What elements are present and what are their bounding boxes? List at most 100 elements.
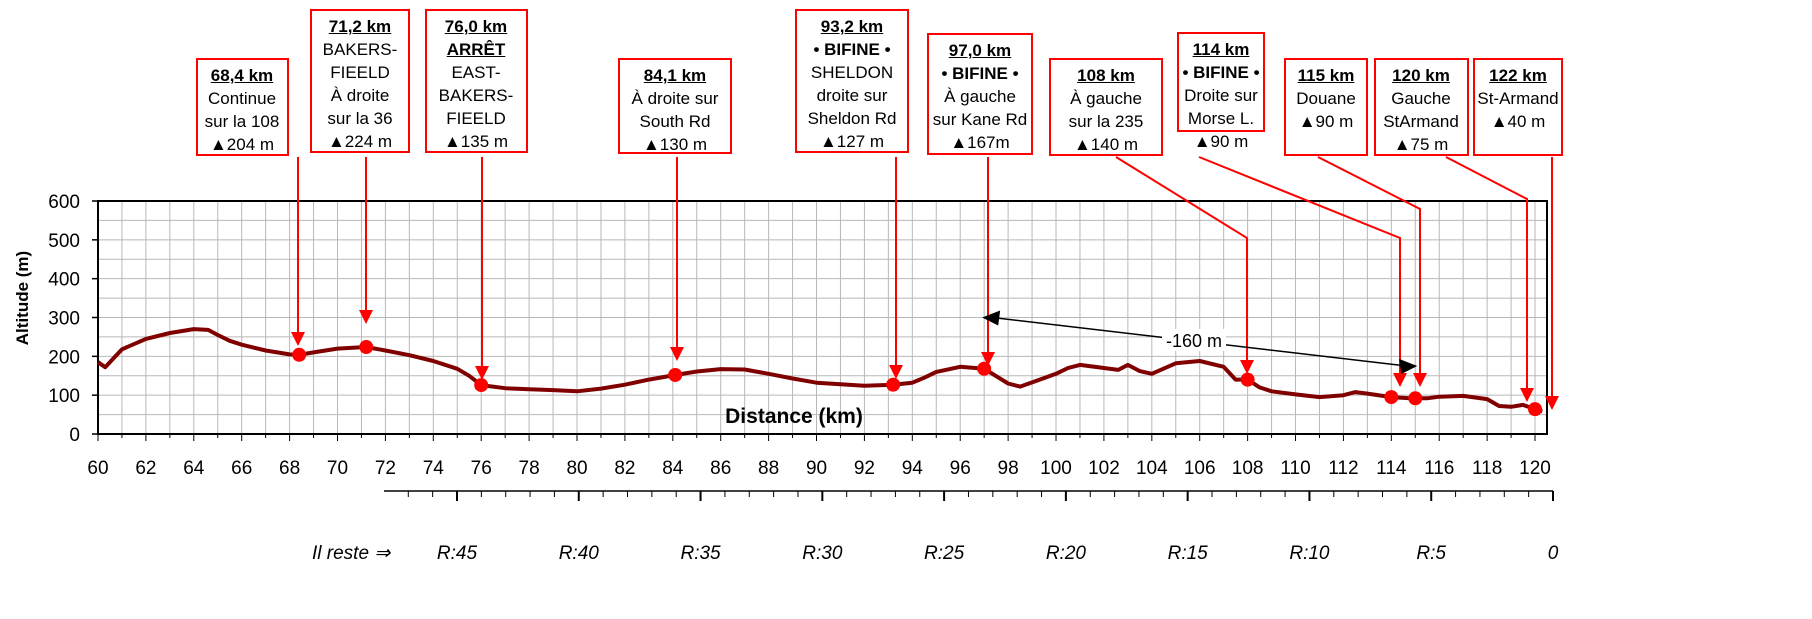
- x-axis-label: Distance (km): [725, 405, 863, 428]
- x-tick-label: 116: [1424, 458, 1454, 479]
- waypoint-marker: [1528, 402, 1543, 417]
- callout-leader-line: [1445, 156, 1528, 398]
- callout-bold-line: • BIFINE •: [813, 40, 891, 59]
- y-tick-label: 0: [69, 425, 80, 446]
- callout-line: EAST-: [451, 63, 501, 82]
- callout-box: 120 km Gauche StArmand ▲75 m: [1373, 58, 1469, 156]
- x-tick-label: 78: [519, 458, 540, 479]
- x-tick-label: 60: [87, 458, 108, 479]
- x-tick-label: 100: [1040, 458, 1072, 479]
- callout-bold-line: • BIFINE •: [941, 64, 1019, 83]
- x-tick-label: 102: [1088, 458, 1120, 479]
- x-tick-label: 80: [566, 458, 587, 479]
- altitude-profile-line: [96, 327, 1543, 414]
- callout-line: Droite sur: [1184, 86, 1258, 105]
- callout-line: BAKERS-: [438, 86, 514, 105]
- remaining-tick-label: R:30: [802, 543, 843, 564]
- x-tick-label: 112: [1328, 458, 1358, 479]
- leader-arrowhead: [981, 352, 995, 366]
- remaining-tick-label: R:15: [1168, 543, 1209, 564]
- remaining-tick-label: R:40: [559, 543, 600, 564]
- leader-arrowhead: [670, 347, 684, 361]
- callout-line: sur la 108: [204, 112, 280, 131]
- callout-line: StArmand: [1383, 112, 1459, 131]
- annotation-arrowhead-left: [982, 310, 1001, 326]
- callout-distance: 108 km: [1077, 66, 1135, 85]
- callout-box: 84,1 km À droite sur South Rd ▲130 m: [618, 58, 732, 154]
- callout-altitude: ▲167m: [950, 133, 1010, 152]
- callout-distance: 115 km: [1297, 66, 1355, 85]
- waypoint-marker: [886, 377, 901, 392]
- y-tick-label: 600: [48, 192, 80, 213]
- y-axis-label: Altitude (m): [13, 251, 32, 345]
- callout-line: South Rd: [639, 112, 711, 131]
- leader-arrowhead: [889, 365, 903, 379]
- leader-arrowhead: [359, 310, 373, 324]
- remaining-tick-label: R:35: [680, 543, 721, 564]
- x-tick-label: 98: [998, 458, 1019, 479]
- leader-arrowhead: [291, 332, 305, 346]
- x-tick-label: 72: [375, 458, 396, 479]
- callout-line: sur Kane Rd: [932, 110, 1028, 129]
- callout-box: 76,0 km ARRÊT EAST- BAKERS- FIEELD ▲135 m: [424, 9, 528, 153]
- x-tick-label: 92: [854, 458, 875, 479]
- annotation-label-background: [1162, 329, 1226, 351]
- callout-altitude: ▲224 m: [327, 132, 393, 151]
- waypoint-marker: [359, 340, 374, 355]
- callout-distance: 122 km: [1489, 66, 1547, 85]
- callout-altitude: ▲40 m: [1490, 112, 1546, 131]
- callout-box: 108 km À gauche sur la 235 ▲140 m: [1049, 58, 1163, 156]
- x-axis-ticks: 60 62 64 66 68 70 72 74 76 78 80 82 84 86 88 90 92 94 96 98…: [87, 434, 1551, 479]
- x-tick-label: 66: [231, 458, 252, 479]
- x-tick-label: 88: [758, 458, 779, 479]
- remaining-tick-label: R:10: [1289, 543, 1330, 564]
- callout-line: Continue: [207, 89, 277, 108]
- callout-box: 114 km • BIFINE • Droite sur Morse L. ▲90 m: [1177, 32, 1265, 151]
- x-tick-label: 84: [662, 458, 684, 479]
- x-tick-label: 118: [1472, 458, 1502, 479]
- callout-line: À droite: [330, 86, 390, 105]
- x-tick-label: 96: [950, 458, 971, 479]
- leader-arrowhead: [1520, 388, 1534, 402]
- callout-distance: 68,4 km: [210, 66, 274, 85]
- remaining-distance-axis: Il reste ⇒ R:45 R:40 R:35 R:30 R:25 R:20 R:15 R:…: [312, 490, 1559, 564]
- x-tick-label: 68: [279, 458, 300, 479]
- difference-annotation: -160 m: [982, 310, 1418, 375]
- x-tick-label: 62: [135, 458, 156, 479]
- callout-leader-line: [1198, 156, 1401, 383]
- callout-line: Douane: [1296, 89, 1356, 108]
- callout-line: À gauche: [1070, 89, 1142, 108]
- callout-box: 93,2 km • BIFINE • SHELDON droite sur Sheldo…: [795, 9, 909, 153]
- y-tick-label: 200: [48, 347, 80, 368]
- x-tick-label: 70: [327, 458, 348, 479]
- annotation-label: -160 m: [1166, 331, 1222, 351]
- callout-altitude: ▲130 m: [642, 135, 708, 154]
- waypoint-marker: [1240, 372, 1255, 387]
- waypoint-marker: [1384, 390, 1399, 405]
- callout-line: À gauche: [944, 87, 1016, 106]
- x-tick-label: 74: [423, 458, 445, 479]
- leader-arrowhead: [475, 366, 489, 380]
- callout-altitude: ▲204 m: [209, 135, 275, 154]
- callout-distance: 114 km: [1192, 40, 1250, 59]
- callout-leader-lines: [291, 156, 1559, 410]
- callout-line: St-Armand: [1477, 89, 1559, 108]
- callout-box: 122 km St-Armand ▲40 m: [1473, 58, 1563, 156]
- x-tick-label: 82: [614, 458, 635, 479]
- remaining-tick-label: R:45: [437, 543, 478, 564]
- x-tick-label: 94: [902, 458, 924, 479]
- callout-bold-line: • BIFINE •: [1182, 63, 1260, 82]
- callout-line: sur la 235: [1068, 112, 1144, 131]
- leader-arrowhead: [1413, 373, 1427, 387]
- remaining-axis-title: Il reste ⇒: [312, 543, 391, 564]
- callout-box: 68,4 km Continue sur la 108 ▲204 m: [195, 58, 289, 156]
- remaining-tick-label: R:25: [924, 543, 965, 564]
- callout-line: droite sur: [816, 86, 888, 105]
- callout-line: BAKERS-: [322, 40, 398, 59]
- waypoint-marker: [977, 361, 992, 376]
- callout-altitude: ▲90 m: [1298, 112, 1354, 131]
- y-tick-label: 300: [48, 309, 80, 330]
- waypoint-marker: [1408, 391, 1423, 406]
- callout-box: 115 km Douane ▲90 m: [1284, 58, 1368, 156]
